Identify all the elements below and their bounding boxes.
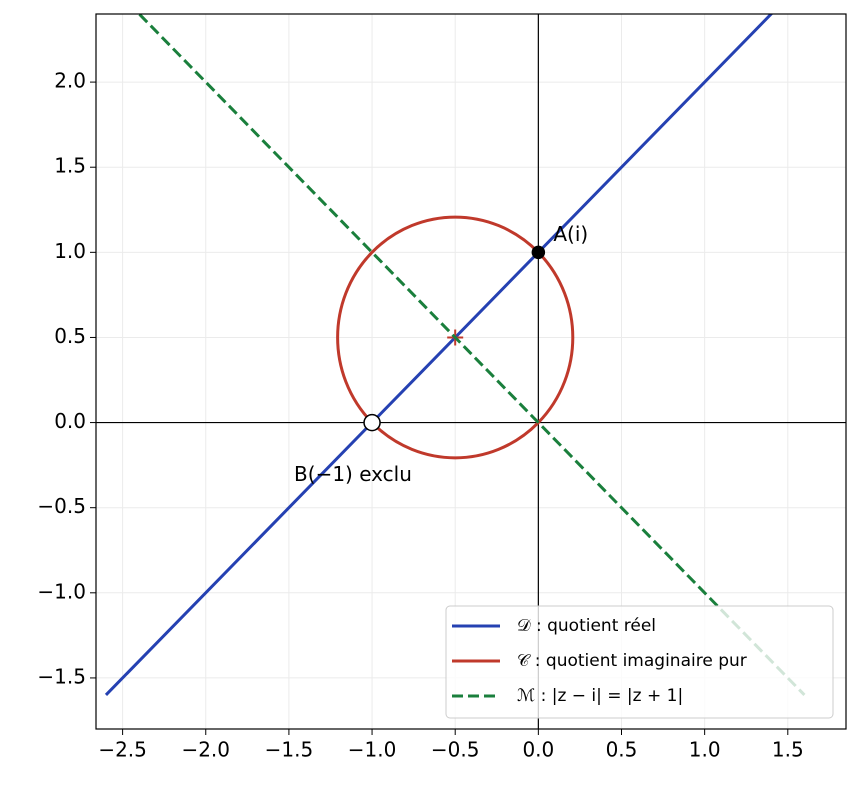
legend-box — [445, 605, 834, 719]
y-tick-label: −0.5 — [37, 494, 86, 518]
y-tick-label: 0.0 — [54, 409, 86, 433]
line — [137, 14, 806, 697]
x-tick-label: −1.5 — [265, 738, 314, 762]
x-tick-label: 0.5 — [606, 738, 638, 762]
legend-label: 𝒟 : quotient réel — [517, 616, 656, 636]
x-tick-label: 1.5 — [772, 738, 804, 762]
point-label: B(−1) exclu — [294, 462, 412, 486]
plot-area — [104, 14, 806, 697]
circle — [336, 215, 575, 460]
point-label: A(i) — [553, 222, 588, 246]
plot-frame — [95, 13, 847, 730]
y-tick-label: 1.0 — [54, 239, 86, 263]
legend: 𝒟 : quotient réel 𝒞 : quotient imaginaire… — [445, 605, 834, 719]
x-tick-label: 0.0 — [522, 738, 554, 762]
x-tick-label: −0.5 — [431, 738, 480, 762]
x-tick-label: −2.5 — [98, 738, 147, 762]
x-tick-label: −2.0 — [181, 738, 230, 762]
point — [531, 245, 546, 260]
x-tick-label: −1.0 — [348, 738, 397, 762]
y-tick-label: 0.5 — [54, 324, 86, 348]
y-tick-label: −1.5 — [37, 664, 86, 688]
y-tick-label: 2.0 — [54, 69, 86, 93]
point — [363, 413, 381, 432]
y-tick-label: −1.0 — [37, 579, 86, 603]
y-tick-label: 1.5 — [54, 154, 86, 178]
legend-label: 𝒞 : quotient imaginaire pur — [517, 651, 747, 671]
x-tick-label: 1.0 — [689, 738, 721, 762]
legend-label: ℳ : |z − i| = |z + 1| — [517, 686, 683, 706]
